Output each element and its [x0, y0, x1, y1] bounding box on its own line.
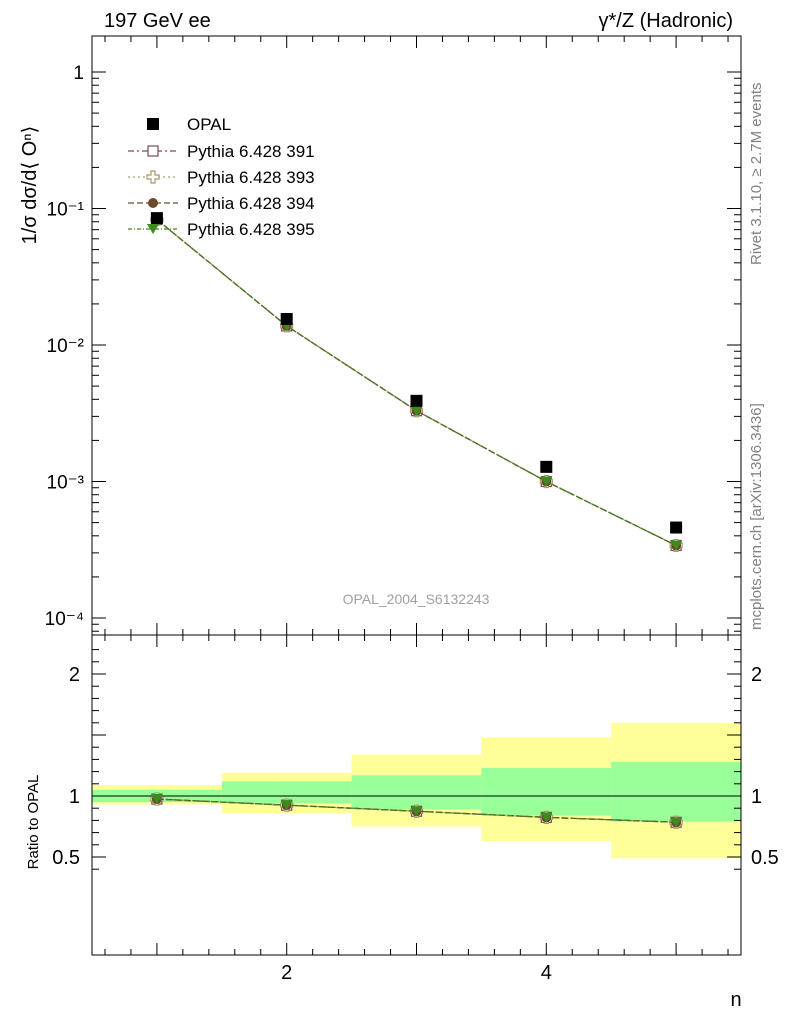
ratio-plot: 2 4 0.5 0.5 1 1 2 2 — [52, 634, 779, 984]
ratio-point — [410, 806, 423, 817]
watermark: OPAL_2004_S6132243 — [343, 591, 490, 607]
ratio-point — [150, 794, 163, 805]
stat-band — [221, 781, 352, 804]
x-tick-label: 4 — [541, 962, 552, 984]
legend-marker — [147, 224, 159, 234]
stat-band — [611, 761, 741, 822]
legend-label: Pythia 6.428 395 — [187, 220, 315, 239]
ratio-y-tick-label-right: 2 — [751, 664, 762, 686]
legend-marker — [147, 118, 159, 130]
ratio-point — [540, 812, 553, 823]
legend-label: Pythia 6.428 393 — [187, 168, 315, 187]
legend-label: OPAL — [187, 115, 231, 134]
header-right: γ*/Z (Hadronic) — [599, 10, 733, 32]
x-tick-label: 2 — [281, 962, 292, 984]
ratio-point — [280, 800, 293, 811]
legend-marker — [147, 145, 159, 157]
mcplots-label: mcplots.cern.ch [arXiv:1306.3436] — [748, 403, 765, 630]
legend-label: Pythia 6.428 391 — [187, 142, 315, 161]
ratio-y-tick-label: 0.5 — [52, 847, 80, 869]
stat-band — [481, 767, 612, 816]
ratio-y-tick-label-right: 0.5 — [751, 847, 779, 869]
mc-line — [156, 219, 677, 547]
ratio-point — [670, 817, 683, 828]
legend-marker — [146, 170, 160, 184]
rivet-label: Rivet 3.1.10, ≥ 2.7M events — [748, 83, 765, 266]
stat-band — [351, 775, 482, 810]
data-point — [410, 394, 423, 407]
legend-marker — [148, 198, 158, 208]
y-tick-label: 10⁻⁴ — [45, 609, 84, 630]
ratio-y-tick-label: 1 — [69, 786, 80, 808]
y-tick-label: 10⁻³ — [47, 473, 85, 494]
x-axis-label: n — [730, 989, 741, 1011]
data-point — [540, 460, 553, 473]
ratio-y-axis-label: Ratio to OPAL — [25, 775, 42, 870]
y-tick-label: 1 — [73, 63, 84, 84]
mc-line — [156, 219, 677, 547]
y-tick-label: 10⁻¹ — [47, 200, 85, 221]
mc-point — [670, 540, 683, 551]
header-left: 197 GeV ee — [104, 10, 211, 32]
data-point — [280, 313, 293, 326]
mc-line — [156, 219, 677, 547]
y-axis-label: 1/σ dσ/d⟨ Oⁿ⟩ — [19, 126, 41, 245]
ratio-frame — [91, 634, 742, 956]
ratio-y-tick-label-right: 1 — [751, 786, 762, 808]
ratio-y-tick-label: 2 — [69, 664, 80, 686]
ratio-line — [156, 798, 677, 823]
mc-point — [540, 476, 553, 487]
y-tick-label: 10⁻² — [47, 336, 85, 357]
data-point — [150, 212, 163, 225]
mc-line — [156, 219, 677, 547]
main-plot: 10⁻⁴ 10⁻³ 10⁻² 10⁻¹ 1 — [45, 35, 742, 955]
data-point — [670, 521, 683, 534]
mc-point — [410, 405, 423, 416]
legend-label: Pythia 6.428 394 — [187, 194, 315, 213]
legend: OPAL Pythia 6.428 391 Pythia 6.428 393 Pyth… — [128, 115, 315, 239]
